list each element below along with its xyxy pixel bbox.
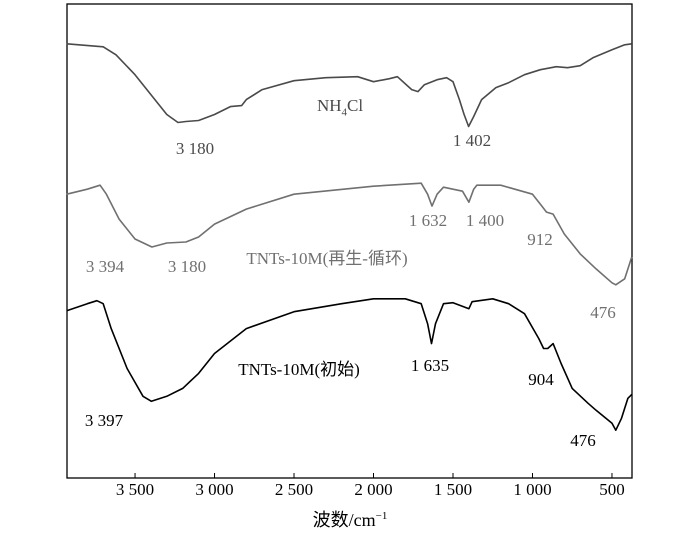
x-tick-label: 3 500 [115,480,155,499]
x-tick-label: 2 500 [274,480,314,499]
peak-label: 1 635 [410,356,450,375]
peak-label: 1 400 [465,211,505,230]
series-line-1 [66,182,633,286]
peak-label: 1 632 [408,211,448,230]
x-axis-title: 波数/cm−1 [312,510,388,530]
peak-label: 904 [528,370,554,389]
series-label-regen: TNTs-10M(再生-循环) [246,249,408,268]
peak-label: 476 [590,303,616,322]
series-label-nh4cl: NH4Cl [316,96,364,119]
plot-frame [66,3,633,479]
series-label-initial: TNTs-10M(初始) [238,360,360,379]
x-tick-label: 2 000 [354,480,393,499]
peak-label: 1 402 [452,131,492,150]
series-line-2 [66,297,633,432]
x-tick-label: 3 000 [195,480,234,499]
series-line-0 [66,43,632,128]
x-tick-label: 1 500 [433,480,473,499]
peak-label: 3 394 [85,257,125,276]
peak-label: 3 397 [84,411,124,430]
x-tick-label: 500 [599,480,625,499]
peak-label: 3 180 [167,257,207,276]
x-tick-label: 1 000 [513,480,552,499]
peak-label: 3 180 [175,139,215,158]
peak-label: 912 [527,230,553,249]
peak-label: 476 [570,431,596,450]
